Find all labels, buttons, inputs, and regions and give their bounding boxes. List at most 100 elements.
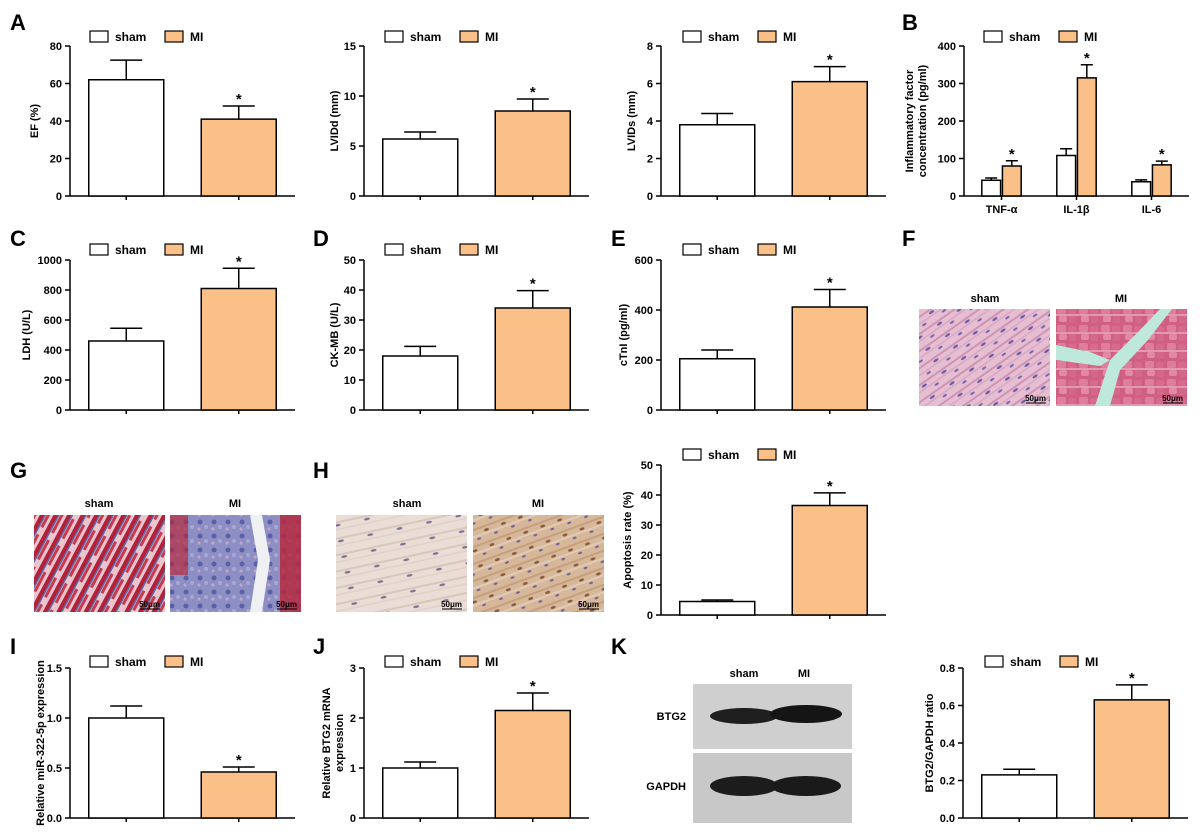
ldh-ytick-label: 600 — [44, 315, 62, 327]
lvids-ytick-label: 6 — [647, 79, 653, 91]
western-gapdh-label: GAPDH — [646, 781, 686, 793]
ldh-ytick-label: 800 — [44, 285, 62, 297]
western-btg2-mi-band — [770, 705, 842, 723]
lvids-legend-sham-swatch — [682, 30, 702, 43]
ckmb-ylabel: CK-MB (U/L) — [329, 302, 341, 367]
inflam-bar-sham — [981, 179, 1002, 197]
ldh-ytick-label: 1000 — [38, 255, 62, 267]
inflam-bar-mi — [1076, 77, 1097, 197]
ctni-ytick-label: 400 — [635, 305, 653, 317]
lvids-ytick-label: 8 — [647, 41, 653, 53]
btg2ratio-bar-sham — [981, 774, 1058, 819]
chart-btg2-gapdh-ratio: sham MI 0.0 0.2 0.4 0.6 0.8 BTG2/GAPDH ratio * — [924, 655, 1188, 825]
ldh-significance-star: * — [236, 253, 242, 270]
masson-mi-scale: 50μm — [276, 600, 297, 609]
btg2ratio-legend-mi-swatch — [1059, 655, 1079, 668]
ef-ytick-label: 40 — [50, 116, 62, 128]
ef-legend-mi-label: MI — [190, 30, 203, 44]
ctni-legend-mi-swatch — [757, 243, 777, 256]
mir-significance-star: * — [236, 752, 242, 769]
inflam-significance-star: * — [1009, 146, 1015, 163]
lvids-significance-star: * — [827, 52, 833, 69]
inflam-ytick-label: 400 — [938, 41, 956, 53]
tunel-sham-image — [336, 515, 467, 612]
ldh-legend-sham-label: sham — [115, 243, 146, 257]
panel-label-a: A — [10, 10, 26, 35]
ctni-ytick-label: 200 — [635, 355, 653, 367]
chart-apoptosis: sham MI 0 10 20 30 40 50 Apoptosis rate (%) * — [622, 448, 886, 622]
mir-ytick-label: 0.5 — [47, 763, 62, 775]
apop-significance-star: * — [827, 478, 833, 495]
lvidd-ytick-label: 10 — [344, 91, 356, 103]
tunel-mi-scale: 50μm — [578, 600, 599, 609]
btg2ratio-bar-mi — [1093, 699, 1170, 819]
ctni-legend-sham-label: sham — [708, 243, 739, 257]
ef-legend-sham-swatch — [89, 30, 109, 43]
inflam-significance-star: * — [1084, 50, 1090, 67]
apop-legend-sham-swatch — [682, 448, 702, 461]
btg2mrna-bar-sham — [382, 767, 459, 819]
inflam-xtick-label: IL-1β — [1063, 204, 1090, 216]
ckmb-legend-mi-swatch — [459, 243, 479, 256]
ef-bar-sham — [88, 79, 165, 197]
ckmb-ytick-label: 10 — [344, 375, 356, 387]
panel-label-g: G — [10, 458, 27, 483]
btg2mrna-bar-mi — [494, 709, 571, 819]
inflam-legend-sham-label: sham — [1009, 30, 1040, 44]
lvids-legend-mi-swatch — [757, 30, 777, 43]
ckmb-legend-mi-label: MI — [485, 243, 498, 257]
inflam-ytick-label: 0 — [950, 191, 956, 203]
masson-sham-label: sham — [85, 498, 114, 510]
btg2ratio-ytick-label: 0.8 — [940, 663, 955, 675]
btg2ratio-ytick-label: 0.4 — [940, 738, 956, 750]
lvids-bar-mi — [791, 80, 868, 197]
panel-label-f: F — [902, 226, 915, 251]
ctni-significance-star: * — [827, 275, 833, 292]
lvidd-ytick-label: 5 — [350, 141, 356, 153]
western-gapdh-mi-band — [771, 776, 841, 796]
mir-legend-sham-swatch — [89, 655, 109, 668]
ckmb-legend-sham-label: sham — [410, 243, 441, 257]
btg2mrna-legend-sham-label: sham — [410, 655, 441, 669]
ckmb-ytick-label: 40 — [344, 285, 356, 297]
ldh-legend-sham-swatch — [89, 243, 109, 256]
btg2mrna-legend-mi-swatch — [459, 655, 479, 668]
ctni-ytick-label: 0 — [647, 405, 653, 417]
apop-bar-sham — [679, 600, 756, 616]
mir-ytick-label: 0.0 — [47, 813, 62, 825]
apop-ytick-label: 0 — [647, 610, 653, 622]
ckmb-ytick-label: 0 — [350, 405, 356, 417]
lvids-legend-sham-label: sham — [708, 30, 739, 44]
chart-ckmb: sham MI 0 10 20 30 40 50 CK-MB (U/L) * — [329, 243, 589, 417]
he-mi-image — [1056, 309, 1187, 406]
ldh-ytick-label: 0 — [56, 405, 62, 417]
ldh-ytick-label: 200 — [44, 375, 62, 387]
lvids-ytick-label: 2 — [647, 154, 653, 166]
chart-ef: sham MI 0 20 40 60 80 EF (%) * — [29, 30, 295, 203]
lvids-ytick-label: 0 — [647, 191, 653, 203]
lvidd-bar-mi — [494, 110, 571, 197]
he-sham-scale: 50μm — [1025, 394, 1046, 403]
inflam-ylabel-line2: concentration (pg/ml) — [917, 64, 929, 177]
panel-label-i: I — [10, 634, 16, 659]
ldh-ylabel: LDH (U/L) — [21, 309, 33, 360]
ef-legend-mi-swatch — [164, 30, 184, 43]
he-stain-panel: sham MI 50μm 50μm — [919, 293, 1187, 406]
panel-label-b: B — [902, 10, 918, 35]
apop-ytick-label: 50 — [641, 460, 653, 472]
apop-bar-mi — [791, 504, 868, 616]
inflam-significance-star: * — [1159, 146, 1165, 163]
lvids-bar-sham — [679, 124, 756, 197]
lvids-ylabel: LVIDs (mm) — [626, 91, 638, 152]
ctni-legend-sham-swatch — [682, 243, 702, 256]
inflam-bar-mi — [1001, 165, 1022, 197]
panel-label-k: K — [611, 634, 627, 659]
btg2mrna-ytick-label: 2 — [350, 713, 356, 725]
western-mi-label: MI — [798, 668, 810, 680]
ckmb-bar-sham — [382, 355, 459, 411]
inflam-ytick-label: 300 — [938, 79, 956, 91]
ldh-ytick-label: 400 — [44, 345, 62, 357]
masson-sham-image — [34, 515, 165, 612]
inflam-ylabel-line1: Inflammatory factor — [904, 69, 916, 172]
